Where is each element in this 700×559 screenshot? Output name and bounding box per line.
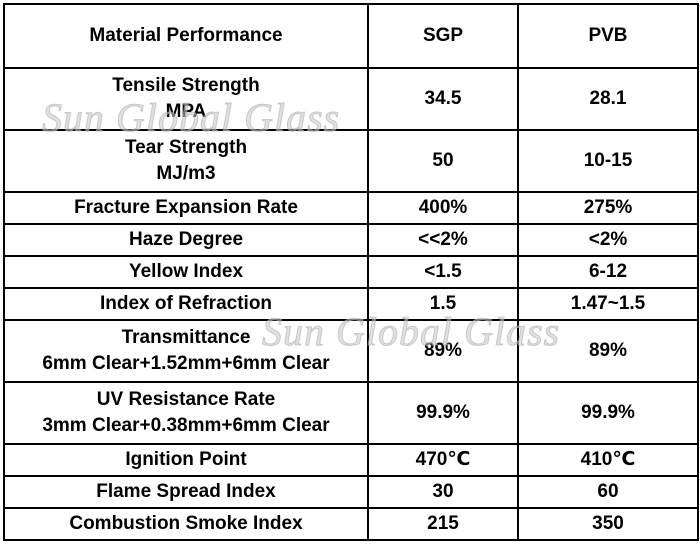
property-label: MPA (165, 101, 207, 122)
property-label: Fracture Expansion Rate (74, 197, 298, 218)
sgp-value-cell: 400% (367, 191, 519, 225)
material-comparison-table: Material Performance SGP PVB Tensile Str… (3, 3, 699, 541)
pvb-value-cell: 99.9% (517, 381, 699, 445)
property-cell: Tensile Strength MPA (3, 67, 369, 131)
property-label: Combustion Smoke Index (69, 513, 303, 534)
table-row: Index of Refraction 1.5 1.47~1.5 (3, 287, 699, 321)
property-label: Index of Refraction (99, 293, 273, 314)
pvb-value-cell: 89% (517, 319, 699, 383)
property-label: Haze Degree (128, 229, 244, 250)
sgp-value-cell: <<2% (367, 223, 519, 257)
header-material-performance: Material Performance (3, 3, 369, 69)
property-label: 6mm Clear+1.52mm+6mm Clear (42, 353, 330, 374)
property-label: 3mm Clear+0.38mm+6mm Clear (42, 415, 330, 436)
property-label: Ignition Point (125, 449, 247, 470)
pvb-value-cell: 410℃ (517, 443, 699, 477)
sgp-value-cell: 470℃ (367, 443, 519, 477)
pvb-value-cell: 275% (517, 191, 699, 225)
property-cell: Yellow Index (3, 255, 369, 289)
property-cell: Ignition Point (3, 443, 369, 477)
property-label: Tensile Strength (112, 75, 260, 96)
pvb-value-cell: 10-15 (517, 129, 699, 193)
comparison-table-container: Material Performance SGP PVB Tensile Str… (3, 3, 699, 559)
sgp-value-cell: 50 (367, 129, 519, 193)
sgp-value-cell: 215 (367, 507, 519, 541)
property-cell: UV Resistance Rate 3mm Clear+0.38mm+6mm C… (3, 381, 369, 445)
table-header-row: Material Performance SGP PVB (3, 3, 699, 69)
sgp-value-cell: 1.5 (367, 287, 519, 321)
table-row: Yellow Index <1.5 6-12 (3, 255, 699, 289)
table-row: Tear Strength MJ/m3 50 10-15 (3, 129, 699, 193)
sgp-value-cell: 34.5 (367, 67, 519, 131)
property-cell: Index of Refraction (3, 287, 369, 321)
table-row: UV Resistance Rate 3mm Clear+0.38mm+6mm C… (3, 381, 699, 445)
header-sgp: SGP (367, 3, 519, 69)
sgp-value-cell: 30 (367, 475, 519, 509)
property-cell: Combustion Smoke Index (3, 507, 369, 541)
pvb-value-cell: 1.47~1.5 (517, 287, 699, 321)
property-cell: Flame Spread Index (3, 475, 369, 509)
pvb-value-cell: 60 (517, 475, 699, 509)
table-row: Flame Spread Index 30 60 (3, 475, 699, 509)
table-row: Ignition Point 470℃ 410℃ (3, 443, 699, 477)
property-label: UV Resistance Rate (96, 389, 276, 410)
pvb-value-cell: 28.1 (517, 67, 699, 131)
table-row: Tensile Strength MPA 34.5 28.1 (3, 67, 699, 131)
property-label: Flame Spread Index (96, 481, 276, 502)
sgp-value-cell: 89% (367, 319, 519, 383)
table-row: Combustion Smoke Index 215 350 (3, 507, 699, 541)
sgp-value-cell: <1.5 (367, 255, 519, 289)
pvb-value-cell: 350 (517, 507, 699, 541)
pvb-value-cell: 6-12 (517, 255, 699, 289)
header-pvb: PVB (517, 3, 699, 69)
property-cell: Transmittance 6mm Clear+1.52mm+6mm Clear (3, 319, 369, 383)
property-cell: Haze Degree (3, 223, 369, 257)
property-label: Transmittance (121, 327, 251, 348)
property-label: MJ/m3 (156, 163, 216, 184)
sgp-value-cell: 99.9% (367, 381, 519, 445)
property-label: Tear Strength (124, 137, 248, 158)
table-row: Haze Degree <<2% <2% (3, 223, 699, 257)
property-cell: Fracture Expansion Rate (3, 191, 369, 225)
pvb-value-cell: <2% (517, 223, 699, 257)
property-cell: Tear Strength MJ/m3 (3, 129, 369, 193)
property-label: Yellow Index (128, 261, 244, 282)
table-row: Fracture Expansion Rate 400% 275% (3, 191, 699, 225)
table-row: Transmittance 6mm Clear+1.52mm+6mm Clear 8… (3, 319, 699, 383)
